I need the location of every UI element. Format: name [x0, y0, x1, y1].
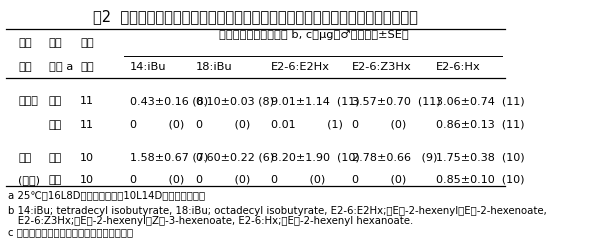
- Text: 8.20±1.90  (10): 8.20±1.90 (10): [271, 153, 360, 163]
- Text: 11: 11: [80, 120, 94, 130]
- Text: 0.43±0.16 (8): 0.43±0.16 (8): [130, 96, 208, 106]
- Text: 0         (0): 0 (0): [130, 120, 184, 130]
- Text: 14:iBu: 14:iBu: [130, 62, 166, 72]
- Text: (熊本): (熊本): [18, 175, 40, 185]
- Text: 0.60±0.22 (6): 0.60±0.22 (6): [196, 153, 274, 163]
- Text: 0.86±0.13  (11): 0.86±0.13 (11): [436, 120, 525, 130]
- Text: 調査: 調査: [80, 38, 94, 48]
- Text: フェロモン成分保持量 b, c（μg／♂、平均値±SE）: フェロモン成分保持量 b, c（μg／♂、平均値±SE）: [218, 30, 408, 40]
- Text: 調査: 調査: [18, 38, 32, 48]
- Text: 雄数: 雄数: [80, 62, 94, 72]
- Text: 長日: 長日: [49, 96, 62, 106]
- Text: 0         (0): 0 (0): [130, 175, 184, 185]
- Text: 3.57±0.70  (11): 3.57±0.70 (11): [352, 96, 441, 106]
- Text: a 25℃、16L8D（長日）または10L14D（短日）で飼育: a 25℃、16L8D（長日）または10L14D（短日）で飼育: [8, 190, 205, 200]
- Text: 長日: 長日: [49, 153, 62, 163]
- Text: E2-6:Hx: E2-6:Hx: [436, 62, 481, 72]
- Text: b 14:iBu; tetradecyl isobutyrate, 18:iBu; octadecyl isobutyrate, E2-6:E2Hx;（E）-2: b 14:iBu; tetradecyl isobutyrate, 18:iBu…: [8, 206, 547, 216]
- Text: 短日: 短日: [49, 120, 62, 130]
- Text: つくば: つくば: [18, 96, 38, 106]
- Text: 3.06±0.74  (11): 3.06±0.74 (11): [436, 96, 525, 106]
- Text: 0         (0): 0 (0): [352, 175, 406, 185]
- Text: 0.01         (1): 0.01 (1): [271, 120, 343, 130]
- Text: 0         (0): 0 (0): [352, 120, 406, 130]
- Text: 10: 10: [80, 175, 94, 185]
- Text: 9.01±1.14  (11): 9.01±1.14 (11): [271, 96, 359, 106]
- Text: E2-6:Z3Hx: E2-6:Z3Hx: [352, 62, 412, 72]
- Text: 合志: 合志: [18, 153, 32, 163]
- Text: 場所: 場所: [18, 62, 32, 72]
- Text: 0         (0): 0 (0): [196, 120, 250, 130]
- Text: E2-6:E2Hx: E2-6:E2Hx: [271, 62, 330, 72]
- Text: 短日: 短日: [49, 175, 62, 185]
- Text: 0         (0): 0 (0): [196, 175, 250, 185]
- Text: 1.75±0.38  (10): 1.75±0.38 (10): [436, 153, 525, 163]
- Text: 0.10±0.03 (8): 0.10±0.03 (8): [196, 96, 274, 106]
- Text: 飼育: 飼育: [49, 38, 62, 48]
- Text: 0         (0): 0 (0): [271, 175, 325, 185]
- Text: c 括弧内はフェロモン成分が検出された雄数: c 括弧内はフェロモン成分が検出された雄数: [8, 227, 133, 237]
- Text: 10: 10: [80, 153, 94, 163]
- Text: 日長 a: 日長 a: [49, 62, 73, 72]
- Text: 1.58±0.67 (7): 1.58±0.67 (7): [130, 153, 208, 163]
- Text: E2-6:Z3Hx;（E）-2-hexenyl（Z）-3-hexenoate, E2-6:Hx;（E）-2-hexenyl hexanoate.: E2-6:Z3Hx;（E）-2-hexenyl（Z）-3-hexenoate, …: [8, 216, 414, 226]
- Text: 11: 11: [80, 96, 94, 106]
- Text: 表2  異なる飼育日長で飼育したホヘソリカメムシ雄成虫のフェロモン成分保持量: 表2 異なる飼育日長で飼育したホヘソリカメムシ雄成虫のフェロモン成分保持量: [93, 10, 418, 25]
- Text: 2.78±0.66   (9): 2.78±0.66 (9): [352, 153, 438, 163]
- Text: 0.85±0.10  (10): 0.85±0.10 (10): [436, 175, 525, 185]
- Text: 18:iBu: 18:iBu: [196, 62, 232, 72]
